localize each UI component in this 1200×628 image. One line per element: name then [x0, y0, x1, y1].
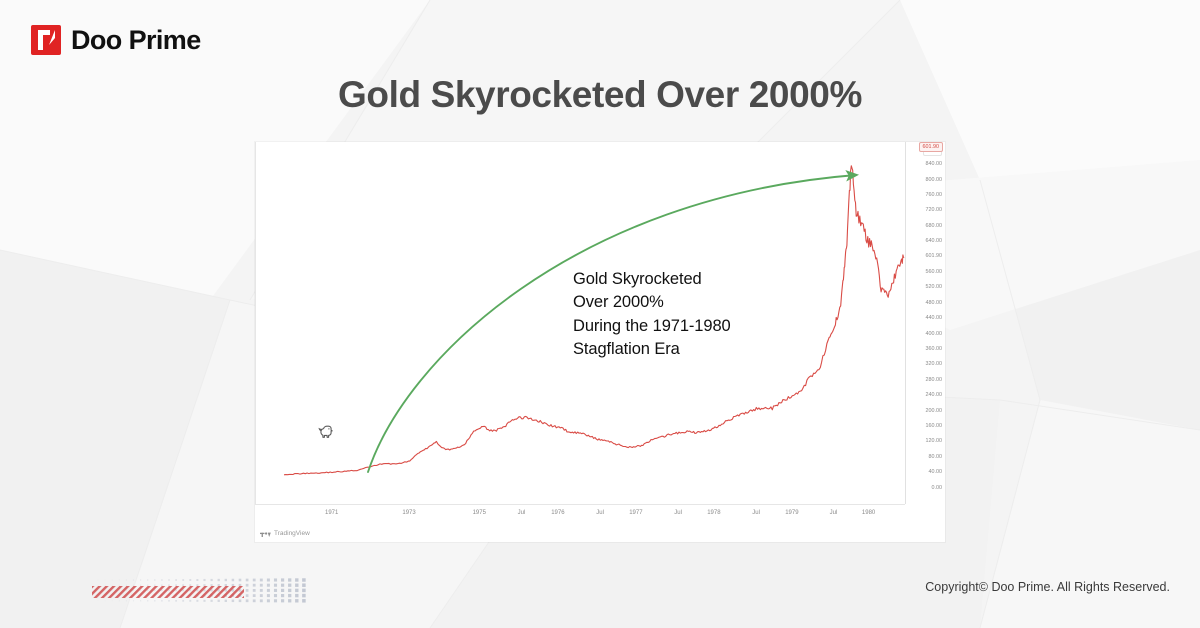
annotation-line-1: Gold Skyrocketed: [573, 270, 702, 288]
doo-prime-logo-icon: [31, 25, 61, 55]
price-tick-label: 240.00: [925, 392, 943, 399]
price-tick-label: 320.00: [925, 361, 943, 368]
time-tick-label: 1977: [629, 510, 643, 516]
price-tick-label: 120.00: [925, 438, 943, 445]
brand-logo[interactable]: Doo Prime: [30, 24, 201, 56]
price-tick-label: 440.00: [925, 315, 943, 322]
tradingview-watermark[interactable]: TradingView: [260, 530, 310, 538]
page-title: Gold Skyrocketed Over 2000%: [338, 74, 862, 115]
tradingview-watermark-text: TradingView: [274, 529, 310, 537]
time-tick-label: Jul: [596, 510, 604, 516]
price-tick-label: 720.00: [925, 207, 943, 214]
dinosaur-icon: [318, 425, 333, 438]
time-tick-label: 1975: [472, 510, 486, 516]
annotation-line-3: During the 1971-1980: [573, 316, 731, 335]
time-tick-label: 1973: [402, 510, 416, 516]
price-tick-label: 640.00: [925, 238, 943, 245]
annotation-line-2: Over 2000%: [573, 293, 664, 312]
brand-name: Doo Prime: [71, 24, 201, 55]
price-tick-label: 760.00: [925, 191, 943, 198]
time-scale-axis[interactable]: 1971 1973 1975 Jul 1976 Jul 1977 Jul 1978 Jul 1979…: [255, 504, 905, 522]
price-tick-label: 80.00: [928, 453, 943, 460]
annotation-line-4: Stagflation Era: [573, 340, 680, 359]
time-tick-label: Jul: [829, 510, 838, 516]
curved-up-arrow-icon: [367, 170, 860, 473]
footer-copyright: Copyright© Doo Prime. All Rights Reserve…: [925, 580, 1170, 594]
price-tick-label: 480.00: [925, 299, 943, 306]
price-tick-label: 360.00: [925, 345, 943, 352]
price-tick-label: 560.00: [925, 268, 943, 275]
chart-annotation-text: Gold Skyrocketed Over 2000% During the 1…: [573, 268, 731, 362]
striped-dotted-decor: [92, 578, 306, 603]
time-tick-label: 1979: [785, 510, 799, 516]
price-tick-label: 680.00: [925, 222, 943, 229]
tradingview-logo-icon: [260, 532, 271, 537]
chart-panel[interactable]: USD 601.90 840.00800.00760.00720.00680.0…: [255, 142, 945, 542]
time-tick-label: Jul: [674, 510, 682, 516]
price-tick-label: 200.00: [925, 407, 943, 414]
time-tick-label: Jul: [517, 510, 526, 516]
time-tick-label: 1978: [707, 510, 721, 516]
time-tick-label: Jul: [752, 510, 760, 516]
time-tick-label: 1971: [325, 510, 339, 516]
chart-plot-area[interactable]: [255, 142, 905, 504]
price-tick-label: 40.00: [928, 469, 943, 476]
price-tick-label: 0.00: [931, 484, 943, 491]
price-tick-label: 800.00: [925, 176, 943, 183]
price-tick-label: 400.00: [925, 330, 943, 337]
price-tick-label: 520.00: [925, 284, 943, 291]
time-tick-label: 1976: [551, 510, 565, 516]
price-tick-label: 280.00: [925, 376, 943, 383]
last-price-tag: 601.90: [918, 142, 943, 153]
price-tick-label: 160.00: [925, 422, 943, 429]
gold-price-line-series: [256, 142, 906, 504]
time-tick-label: 1980: [861, 510, 876, 516]
price-tick-label: 601.90: [925, 252, 943, 259]
price-tick-label: 840.00: [925, 161, 943, 168]
price-scale-axis[interactable]: USD 601.90 840.00800.00760.00720.00680.0…: [905, 142, 945, 504]
